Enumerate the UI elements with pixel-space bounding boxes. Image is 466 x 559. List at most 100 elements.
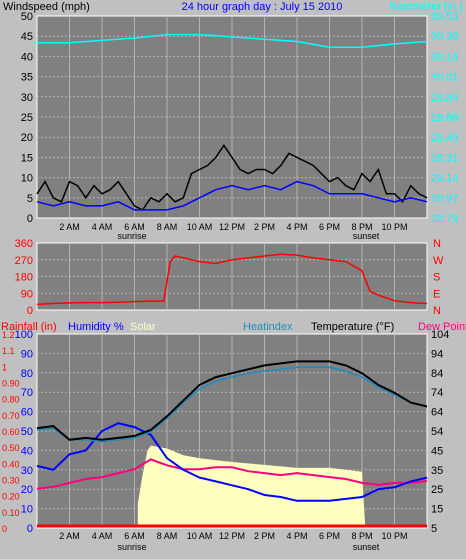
humidity-y-tick: 40 bbox=[21, 445, 33, 457]
x-tick-label: 4 AM bbox=[92, 222, 113, 232]
humidity-y-ticks: 0 10 20 30 40 50 60 70 80 90 100 bbox=[15, 329, 33, 535]
direction-panel-series bbox=[36, 253, 428, 306]
temperature-y-tick: 54 bbox=[431, 426, 443, 438]
compass-y-tick: S bbox=[433, 272, 440, 284]
temperature-y-tick: 15 bbox=[431, 504, 443, 516]
compass-y-tick: E bbox=[433, 288, 440, 300]
temperature-series bbox=[36, 360, 428, 441]
solar-label: Solar bbox=[130, 321, 156, 333]
x-tick-label: 6 AM bbox=[124, 222, 145, 232]
direction-y-tick: 270 bbox=[15, 255, 33, 267]
barometer-y-tick: 29.14 bbox=[431, 173, 459, 185]
x-tick-label: 10 PM bbox=[381, 222, 407, 232]
wind-panel-series bbox=[36, 33, 428, 211]
compass-y-tick: N bbox=[433, 238, 441, 250]
humidity-y-tick: 70 bbox=[21, 387, 33, 399]
wind-y-tick: 10 bbox=[21, 173, 33, 185]
x-tick-label: 6 PM bbox=[319, 531, 340, 541]
temperature-y-tick: 74 bbox=[431, 387, 443, 399]
rainfall-y-tick: 0.60 bbox=[2, 427, 20, 437]
direction-y-tick: 360 bbox=[15, 238, 33, 250]
barometer-y-tick: 29.49 bbox=[431, 132, 459, 144]
humidity-y-tick: 10 bbox=[21, 504, 33, 516]
wind-y-tick: 5 bbox=[27, 193, 33, 205]
humidity-label: Humidity % bbox=[68, 321, 124, 333]
barometer-y-tick: 29.84 bbox=[431, 92, 459, 104]
x-tick-label: 8 PM bbox=[351, 222, 372, 232]
wind-y-ticks: 0 5 10 15 20 25 30 35 40 45 50 bbox=[21, 11, 33, 225]
rainfall-label: Rainfall (in) bbox=[1, 321, 57, 333]
windspeed-series bbox=[36, 143, 428, 211]
dewpoint-label: Dew Point bbox=[418, 321, 466, 333]
barometer-y-tick: 29.31 bbox=[431, 152, 459, 164]
barometer-y-tick: 30.18 bbox=[431, 51, 459, 63]
humidity-y-tick: 90 bbox=[21, 348, 33, 360]
direction-y-tick: 90 bbox=[21, 288, 33, 300]
rainfall-y-tick: 0.40 bbox=[2, 459, 20, 469]
solar-area bbox=[137, 445, 366, 528]
x-tick-label: 10 AM bbox=[187, 222, 213, 232]
x-tick-label: 6 AM bbox=[124, 531, 145, 541]
rainfall-y-tick: 0.70 bbox=[2, 411, 20, 421]
windspeed-axis-label: Windspeed (mph) bbox=[3, 1, 90, 13]
wind-x-ticks: 2 AM 4 AM 6 AM 8 AM 10 AM 12 PM 2 PM 4 PM 6 PM 8 … bbox=[59, 222, 407, 232]
sunset-label-bottom: sunset bbox=[353, 542, 380, 552]
wind-y-tick: 35 bbox=[21, 72, 33, 84]
rainfall-y-tick: 0.80 bbox=[2, 395, 20, 405]
graph-title: 24 hour graph day : July 15 2010 bbox=[182, 1, 343, 13]
temperature-y-tick: 25 bbox=[431, 484, 443, 496]
barometer-y-tick: 30.36 bbox=[431, 31, 459, 43]
barometer-y-tick: 28.79 bbox=[431, 213, 459, 225]
x-tick-label: 2 PM bbox=[254, 531, 275, 541]
heatindex-series bbox=[36, 366, 428, 443]
barometer-series bbox=[37, 33, 428, 49]
x-tick-label: 8 AM bbox=[157, 222, 178, 232]
humidity-series bbox=[36, 422, 428, 502]
direction-y-tick: 0 bbox=[27, 305, 33, 317]
wind-panel-grid bbox=[37, 16, 427, 218]
x-tick-label: 2 PM bbox=[254, 222, 275, 232]
x-tick-label: 8 AM bbox=[157, 531, 178, 541]
temperature-x-ticks: 2 AM 4 AM 6 AM 8 AM 10 AM 12 PM 2 PM 4 PM 6 PM 8 … bbox=[59, 531, 407, 541]
humidity-y-tick: 0 bbox=[27, 523, 33, 535]
wind-y-tick: 15 bbox=[21, 152, 33, 164]
temperature-y-tick: 35 bbox=[431, 465, 443, 477]
x-tick-label: 12 PM bbox=[219, 222, 245, 232]
rainfall-y-tick: 0.20 bbox=[2, 492, 20, 502]
barometer-y-tick: 29.66 bbox=[431, 112, 459, 124]
dewpoint-series bbox=[36, 458, 428, 490]
barometer-axis-label: Barometer (in.) bbox=[390, 1, 463, 13]
x-tick-label: 4 AM bbox=[92, 531, 113, 541]
humidity-y-tick: 60 bbox=[21, 407, 33, 419]
temperature-label: Temperature (°F) bbox=[311, 321, 394, 333]
rainfall-y-tick: 0.90 bbox=[2, 379, 20, 389]
compass-y-tick: N bbox=[433, 305, 441, 317]
humidity-y-tick: 20 bbox=[21, 484, 33, 496]
heatindex-label: Heatindex bbox=[243, 321, 293, 333]
x-tick-label: 8 PM bbox=[351, 531, 372, 541]
rainfall-y-tick: 1.1 bbox=[2, 346, 15, 356]
wind-direction-series bbox=[36, 253, 428, 306]
barometer-y-ticks: 28.79 28.97 29.14 29.31 29.49 29.66 29.84 30.01… bbox=[431, 11, 459, 225]
sunrise-label-top: sunrise bbox=[117, 231, 146, 241]
temperature-y-tick: 45 bbox=[431, 445, 443, 457]
wind-average-series bbox=[36, 180, 428, 211]
x-tick-label: 2 AM bbox=[59, 222, 80, 232]
rainfall-y-tick: 1 bbox=[2, 362, 7, 372]
wind-y-tick: 25 bbox=[21, 112, 33, 124]
direction-y-tick: 180 bbox=[15, 272, 33, 284]
temperature-y-tick: 94 bbox=[431, 348, 443, 360]
humidity-y-tick: 50 bbox=[21, 426, 33, 438]
humidity-y-tick: 80 bbox=[21, 368, 33, 380]
rainfall-y-ticks: 1.2 1.1 1 0.90 0.80 0.70 0.60 0.50 0.40 0.30 0.20 0… bbox=[2, 330, 20, 534]
direction-panel-grid bbox=[37, 243, 427, 310]
x-tick-label: 10 PM bbox=[381, 531, 407, 541]
barometer-y-tick: 28.97 bbox=[431, 193, 459, 205]
temperature-y-tick: 104 bbox=[431, 329, 449, 341]
sunset-label-top: sunset bbox=[353, 231, 380, 241]
temperature-y-tick: 64 bbox=[431, 407, 443, 419]
temperature-panel-series bbox=[36, 360, 428, 528]
x-tick-label: 4 PM bbox=[286, 531, 307, 541]
